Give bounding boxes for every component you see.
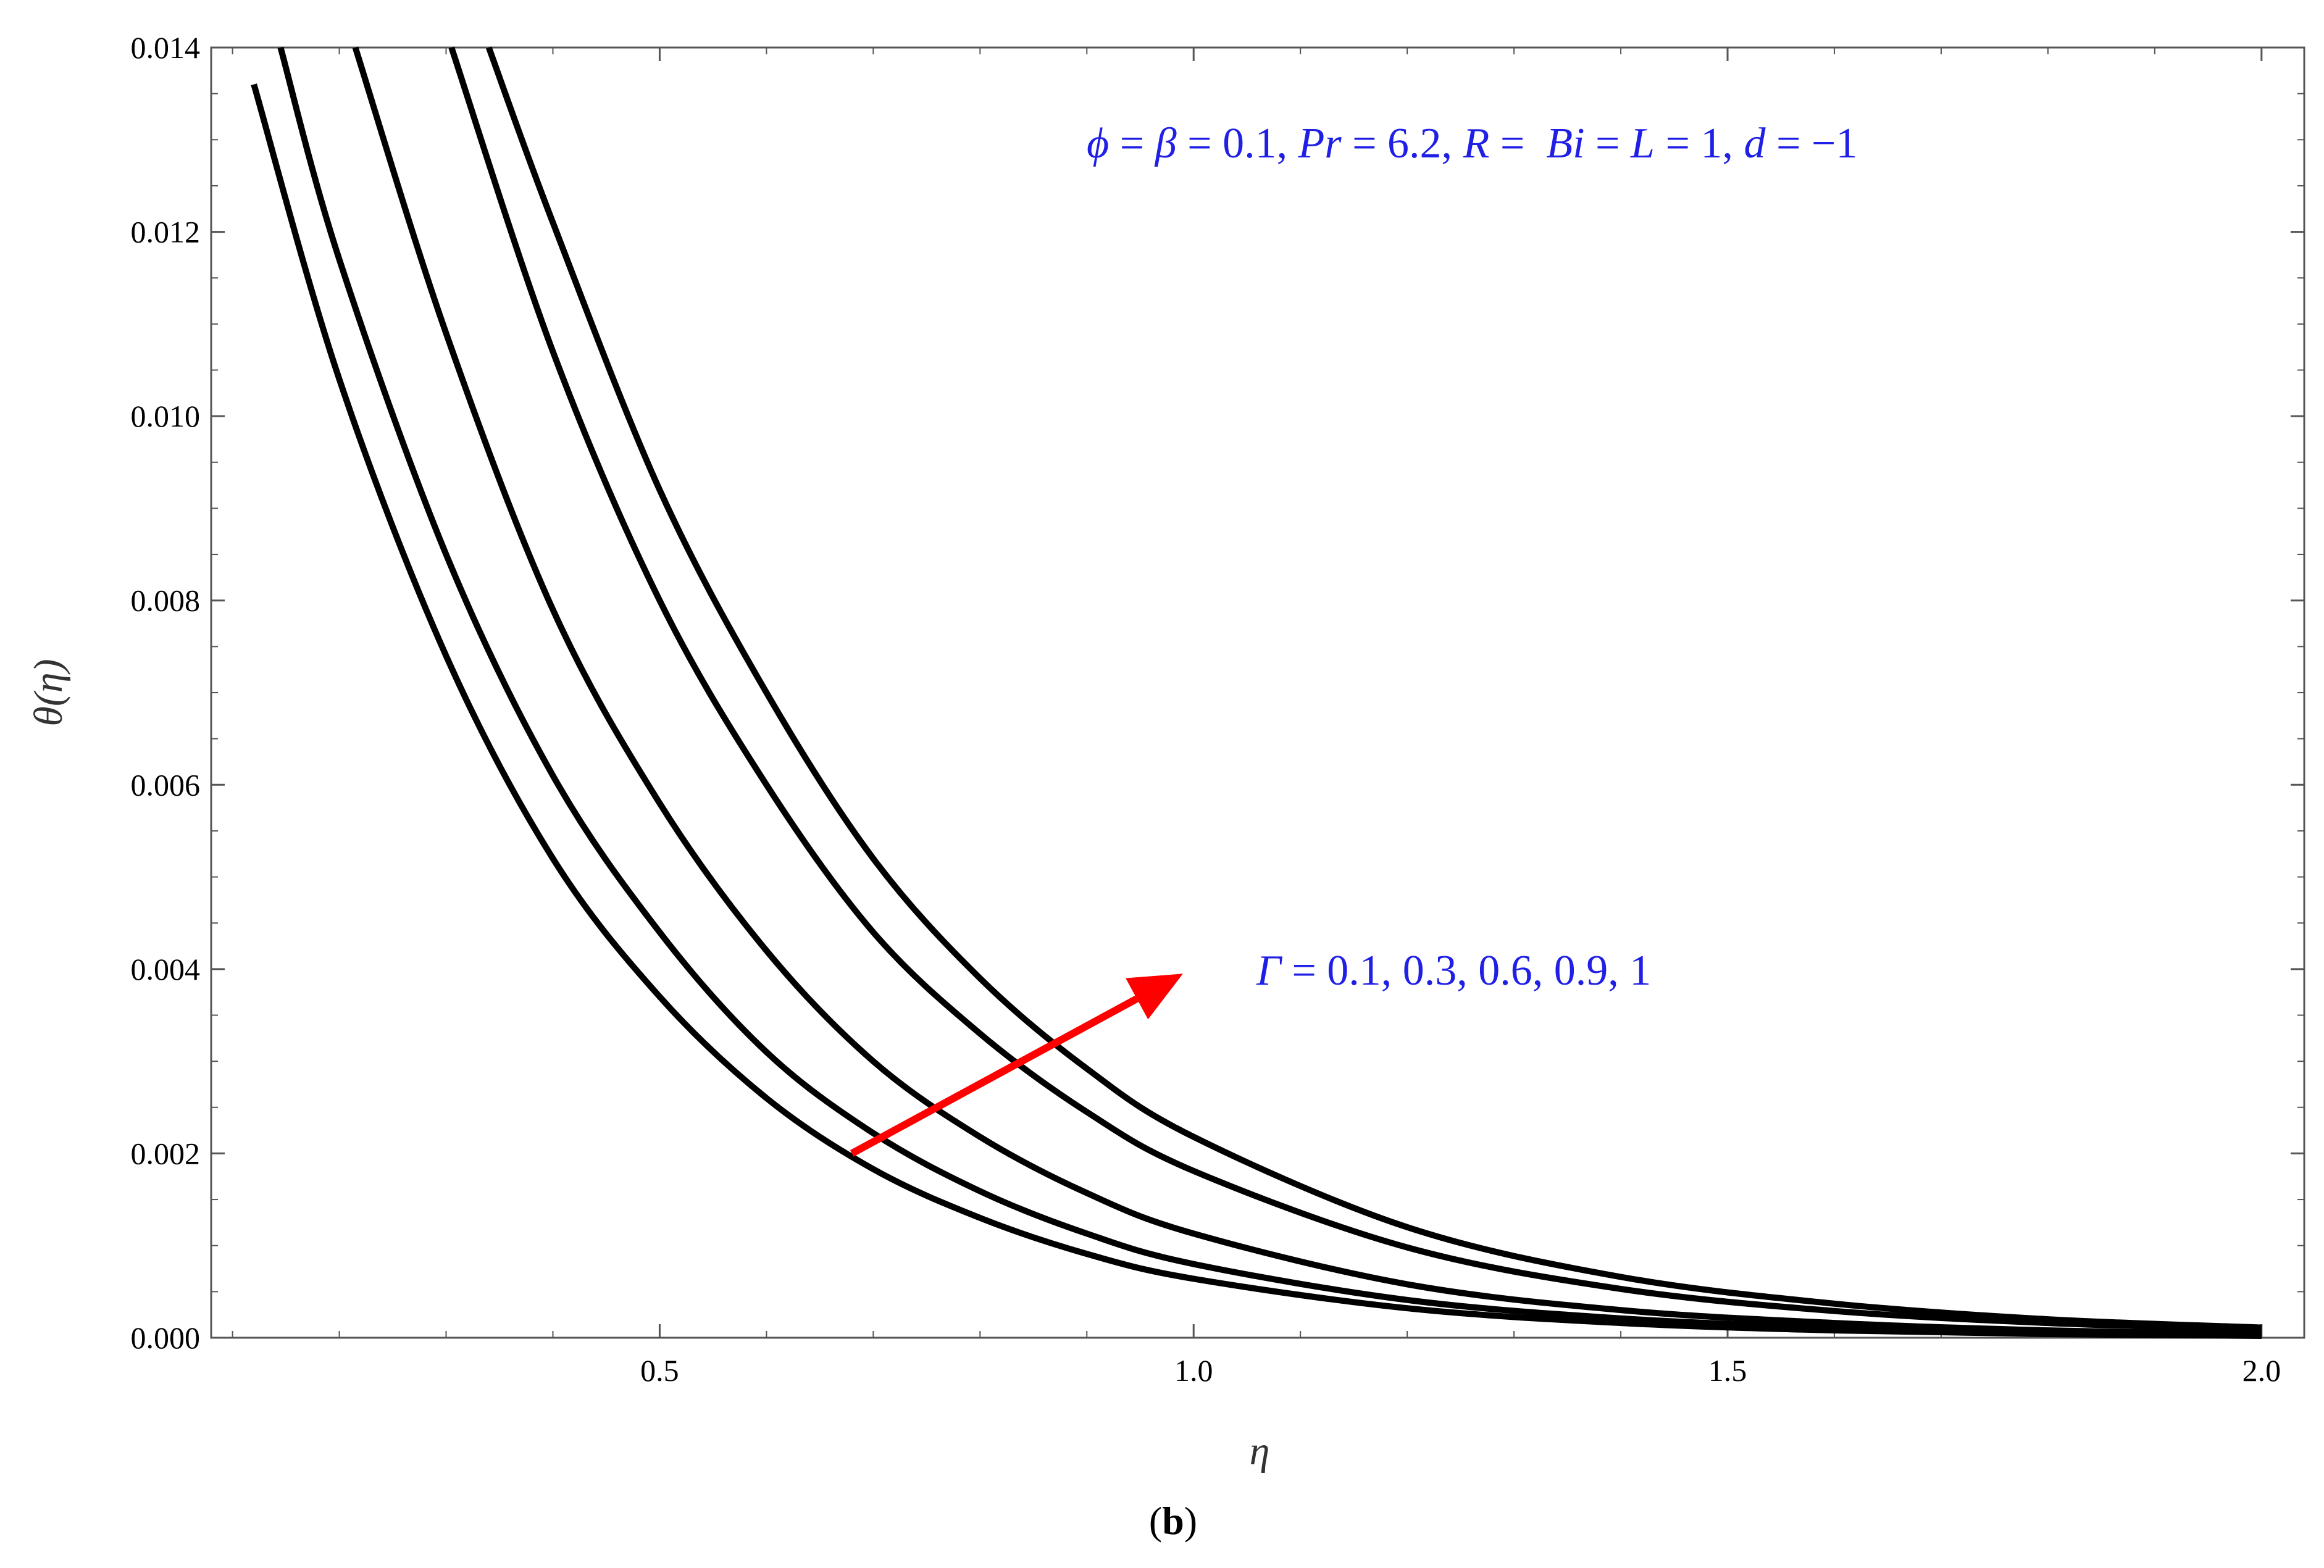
series-line-5: [486, 46, 2262, 1331]
series-line-1: [251, 83, 2262, 1339]
y-axis: 0.000 0.002 0.004 0.006 0.008 0.010 0.012 0.014: [131, 30, 2304, 1355]
direction-arrow: [850, 974, 1183, 1157]
annotation-segment: β: [1154, 120, 1177, 167]
series-line-3: [352, 46, 2262, 1337]
series-line-4: [448, 46, 2262, 1333]
annotation-segment: Bi: [1546, 120, 1584, 167]
data-series: [251, 46, 2262, 1339]
annotation-segment: = 0.1,: [1177, 120, 1298, 167]
caption-label: b: [1162, 1499, 1184, 1543]
y-tick-label: 0.008: [131, 583, 201, 618]
plot-frame: [210, 46, 2305, 1339]
y-tick-label: 0.006: [131, 767, 201, 802]
figure-caption: (b): [1149, 1499, 1197, 1543]
x-axis: 0.5 1.0 1.5 2.0: [232, 48, 2281, 1388]
arrow-head: [1126, 974, 1183, 1020]
y-tick-label: 0.010: [131, 399, 201, 433]
y-tick-label: 0.000: [131, 1320, 201, 1355]
y-tick-label: 0.012: [131, 215, 201, 249]
annotation-segment: d: [1744, 120, 1766, 167]
arrow-shaft: [850, 995, 1139, 1157]
annotation-segment: R: [1463, 120, 1490, 167]
annotation-segment: = 1,: [1655, 120, 1744, 167]
annotation-segment: =: [1585, 120, 1631, 167]
x-tick-label: 1.5: [1708, 1353, 1747, 1388]
annotation-segment: Pr: [1298, 120, 1342, 167]
y-tick-label: 0.004: [131, 952, 201, 986]
x-axis-label: η: [1250, 1428, 1270, 1474]
annotation-segment: =: [1489, 120, 1546, 167]
annotation-segment: ϕ: [1087, 120, 1109, 167]
annotation-segment: L: [1630, 120, 1655, 167]
annotation-segment: =: [1109, 120, 1155, 167]
x-tick-label: 2.0: [2242, 1353, 2281, 1388]
caption-close: ): [1184, 1499, 1197, 1543]
x-tick-label: 1.0: [1174, 1353, 1213, 1388]
y-tick-label: 0.014: [131, 30, 201, 65]
annotation-segment: = 6.2,: [1342, 120, 1463, 167]
y-tick-label: 0.002: [131, 1136, 201, 1170]
x-tick-label: 0.5: [640, 1353, 679, 1388]
y-axis-label: θ(η): [26, 659, 71, 726]
annotation-segment: = 0.1, 0.3, 0.6, 0.9, 1: [1281, 947, 1651, 995]
series-line-2: [277, 46, 2262, 1338]
caption-open: (: [1149, 1499, 1162, 1543]
annotation-segment: Γ: [1256, 947, 1283, 995]
annotation-segment: = −1: [1765, 120, 1857, 167]
parameters-annotation: ϕ = β = 0.1, Pr = 6.2, R = Bi = L = 1, d…: [1087, 120, 1857, 167]
gamma-annotation: Γ = 0.1, 0.3, 0.6, 0.9, 1: [1256, 947, 1651, 995]
